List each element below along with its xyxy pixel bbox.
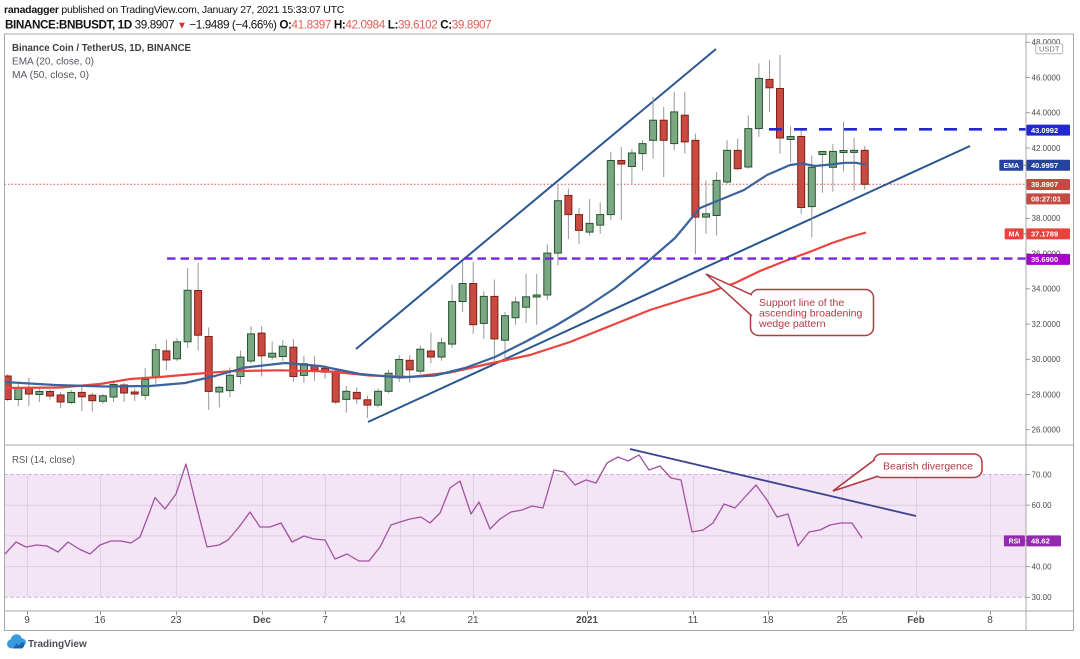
svg-text:26.0000: 26.0000 <box>1032 426 1061 435</box>
svg-text:38.0000: 38.0000 <box>1032 214 1061 223</box>
svg-text:39.8907: 39.8907 <box>1031 180 1058 189</box>
svg-text:TradingView: TradingView <box>28 639 87 650</box>
svg-text:ascending broadening: ascending broadening <box>759 308 862 320</box>
svg-text:30.00: 30.00 <box>1032 593 1053 602</box>
svg-text:35.6900: 35.6900 <box>1031 255 1058 264</box>
svg-text:25: 25 <box>836 615 848 626</box>
svg-text:14: 14 <box>394 615 406 626</box>
svg-text:Binance Coin / TetherUS, 1D, B: Binance Coin / TetherUS, 1D, BINANCE <box>12 42 191 54</box>
svg-text:44.0000: 44.0000 <box>1032 109 1061 118</box>
svg-text:ranadagger published on Tradin: ranadagger published on TradingView.com,… <box>4 4 345 16</box>
svg-text:37.1789: 37.1789 <box>1031 230 1058 239</box>
svg-text:21: 21 <box>467 615 479 626</box>
svg-text:46.0000: 46.0000 <box>1032 73 1061 82</box>
svg-text:EMA (20, close, 0): EMA (20, close, 0) <box>12 57 94 68</box>
svg-text:30.0000: 30.0000 <box>1032 355 1061 364</box>
svg-text:Support line of the: Support line of the <box>759 297 844 309</box>
svg-text:40.9957: 40.9957 <box>1031 161 1058 170</box>
svg-text:08:27:01: 08:27:01 <box>1031 195 1061 204</box>
svg-text:Feb: Feb <box>907 615 924 626</box>
svg-text:34.0000: 34.0000 <box>1032 285 1061 294</box>
svg-text:BINANCE:BNBUSDT, 1D 39.8907 ▼: BINANCE:BNBUSDT, 1D 39.8907 ▼ −1.9489 (−… <box>5 19 491 32</box>
svg-text:32.0000: 32.0000 <box>1032 320 1061 329</box>
svg-text:18: 18 <box>762 615 774 626</box>
svg-text:2021: 2021 <box>576 615 598 626</box>
svg-text:EMA: EMA <box>1004 163 1020 170</box>
svg-text:RSI (14, close): RSI (14, close) <box>12 455 75 466</box>
svg-text:23: 23 <box>170 615 182 626</box>
svg-text:wedge pattern: wedge pattern <box>758 318 826 330</box>
svg-text:42.0000: 42.0000 <box>1032 144 1061 153</box>
svg-text:43.0992: 43.0992 <box>1031 126 1058 135</box>
svg-text:11: 11 <box>688 615 699 626</box>
svg-text:MA: MA <box>1009 232 1020 239</box>
svg-text:Dec: Dec <box>253 615 272 626</box>
svg-text:16: 16 <box>94 615 106 626</box>
svg-text:28.0000: 28.0000 <box>1032 390 1061 399</box>
svg-text:70.00: 70.00 <box>1032 470 1053 479</box>
svg-text:RSI: RSI <box>1009 539 1021 546</box>
svg-text:40.00: 40.00 <box>1032 562 1053 571</box>
svg-text:48.0000: 48.0000 <box>1032 38 1061 47</box>
svg-text:MA (50, close, 0): MA (50, close, 0) <box>12 70 89 81</box>
svg-text:Bearish divergence: Bearish divergence <box>883 461 973 473</box>
svg-text:48.62: 48.62 <box>1031 537 1050 546</box>
svg-text:USDT: USDT <box>1039 45 1060 54</box>
svg-text:8: 8 <box>987 615 993 626</box>
svg-text:9: 9 <box>24 615 30 626</box>
svg-text:7: 7 <box>322 615 328 626</box>
svg-text:60.00: 60.00 <box>1032 501 1053 510</box>
